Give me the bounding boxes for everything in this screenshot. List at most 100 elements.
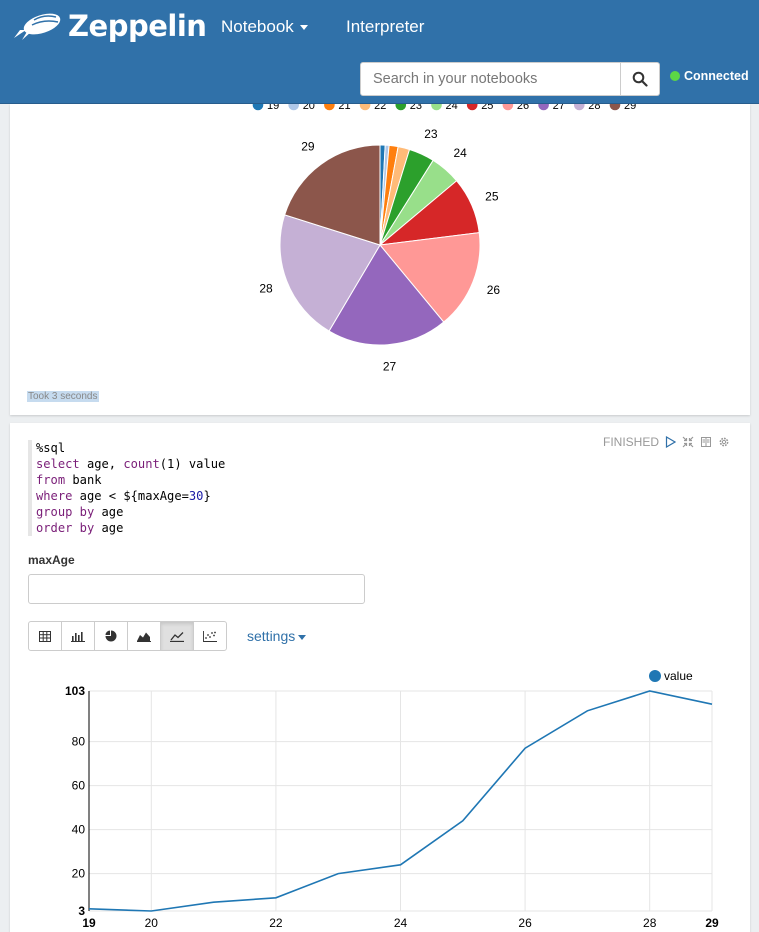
pie-legend-label: 24 — [446, 104, 458, 112]
form-label-maxage: maxAge — [28, 553, 75, 567]
search-button[interactable] — [621, 62, 660, 96]
maxage-input[interactable] — [28, 574, 365, 604]
pie-legend-label: 19 — [267, 104, 279, 112]
y-tick-label: 80 — [72, 735, 86, 749]
y-tick-label: 103 — [65, 684, 85, 698]
pie-legend-label: 26 — [517, 104, 529, 112]
search-icon — [632, 71, 648, 87]
x-tick-label: 22 — [269, 916, 283, 930]
nav-interpreter[interactable]: Interpreter — [346, 17, 425, 36]
x-tick-label: 26 — [518, 916, 532, 930]
line-chart-button[interactable] — [160, 621, 194, 651]
pie-legend-label: 25 — [481, 104, 493, 112]
pie-chart-button[interactable] — [94, 621, 128, 651]
y-tick-label: 3 — [78, 904, 85, 918]
settings-label: settings — [247, 628, 296, 644]
paragraph-sql: FINISHED %sql select age, count(1) value… — [10, 423, 750, 932]
x-tick-label: 28 — [643, 916, 657, 930]
x-tick-label: 24 — [394, 916, 408, 930]
zeppelin-logo-icon — [14, 13, 61, 40]
connection-status: Connected — [670, 69, 749, 83]
pie-slice-label: 25 — [485, 189, 499, 203]
pie-slice[interactable] — [328, 244, 445, 346]
pie-legend-marker[interactable] — [252, 104, 264, 111]
pie-legend-label: 23 — [410, 104, 422, 112]
status-dot-icon — [670, 71, 680, 81]
paragraph-pie-result: 19 20 21 22 23 24 25 26 27 28 29 23 24 25 26 27 28 29 Too… — [10, 104, 750, 415]
nav-notebook-dropdown[interactable]: Notebook — [221, 17, 308, 37]
visualization-toolbar — [28, 621, 227, 651]
pie-legend-marker[interactable] — [466, 104, 478, 111]
area-chart-icon — [137, 632, 151, 642]
pie-legend-marker[interactable] — [431, 104, 442, 111]
paragraph-controls: FINISHED — [603, 435, 730, 449]
pie-legend-marker[interactable] — [538, 104, 549, 111]
pie-legend-marker[interactable] — [574, 104, 585, 111]
execution-time: Took 3 seconds — [27, 391, 99, 402]
y-tick-label: 60 — [72, 779, 86, 793]
pie-slice-label: 24 — [453, 146, 467, 160]
pie-legend-marker[interactable] — [502, 104, 514, 111]
x-tick-label: 20 — [145, 916, 159, 930]
code-line: order by age — [36, 521, 124, 535]
code-line: group by age — [36, 505, 124, 519]
code-line: where age < ${maxAge=30} — [36, 489, 211, 503]
bar-chart-icon — [71, 631, 85, 642]
y-tick-label: 20 — [72, 867, 86, 881]
code-line: %sql — [36, 441, 66, 455]
pie-slice-label: 29 — [301, 140, 315, 154]
x-tick-label: 29 — [705, 916, 719, 930]
table-icon — [39, 630, 51, 642]
book-icon[interactable] — [700, 436, 712, 448]
pie-legend-marker[interactable] — [359, 104, 371, 111]
caret-down-icon — [298, 634, 307, 640]
pie-slice-label: 27 — [383, 360, 397, 374]
search-input[interactable] — [360, 62, 621, 96]
run-paragraph-icon[interactable] — [665, 436, 676, 448]
line-chart-icon — [170, 631, 184, 642]
pie-slice-label: 23 — [424, 127, 438, 141]
scatter-chart-button[interactable] — [193, 621, 227, 651]
pie-legend-label: 28 — [588, 104, 600, 112]
pie-legend-label: 27 — [553, 104, 565, 112]
table-view-button[interactable] — [28, 621, 62, 651]
line-legend-label: value — [664, 669, 693, 683]
line-chart: 3 20 40 60 80 103 19 20 22 24 26 28 29 value — [65, 669, 719, 930]
caret-down-icon — [299, 25, 308, 31]
pie-legend-label: 29 — [624, 104, 636, 112]
settings-dropdown[interactable]: settings — [247, 628, 307, 644]
gear-icon[interactable] — [718, 436, 730, 448]
pie-chart: 19 20 21 22 23 24 25 26 27 28 29 23 24 25 26 27 28 29 — [252, 104, 636, 374]
paragraph-status: FINISHED — [602, 435, 659, 449]
series-line-value[interactable] — [88, 690, 713, 912]
code-line: select age, count(1) value — [36, 457, 226, 471]
connection-status-label: Connected — [684, 69, 749, 83]
pie-slice-label: 28 — [259, 282, 273, 296]
x-tick-label: 19 — [82, 916, 96, 930]
brand-name: Zeppelin — [68, 9, 207, 43]
pie-slice[interactable] — [284, 144, 381, 246]
area-chart-button[interactable] — [127, 621, 161, 651]
pie-slice-label: 26 — [487, 283, 501, 297]
brand[interactable]: Zeppelin — [12, 8, 207, 44]
pie-slice[interactable] — [279, 214, 381, 332]
pie-legend-label: 20 — [303, 104, 315, 112]
pie-legend-label: 21 — [338, 104, 350, 112]
scatter-chart-icon — [203, 630, 217, 642]
bar-chart-button[interactable] — [61, 621, 95, 651]
pie-legend-marker[interactable] — [395, 104, 407, 111]
pie-legend-marker[interactable] — [609, 104, 621, 111]
pie-legend-marker[interactable] — [288, 104, 299, 111]
pie-chart-icon — [105, 630, 117, 642]
search-form — [360, 62, 660, 96]
pie-legend-label: 22 — [374, 104, 386, 112]
code-editor[interactable]: %sql select age, count(1) value from ban… — [28, 440, 225, 536]
code-line: from bank — [36, 473, 102, 487]
top-navbar: Zeppelin Notebook Interpreter Connected — [0, 0, 759, 104]
y-tick-label: 40 — [72, 823, 86, 837]
line-legend-marker[interactable] — [649, 670, 661, 682]
collapse-icon[interactable] — [682, 436, 694, 448]
pie-slice[interactable] — [379, 232, 481, 323]
nav-notebook-label: Notebook — [221, 17, 294, 36]
pie-legend-marker[interactable] — [324, 104, 335, 111]
